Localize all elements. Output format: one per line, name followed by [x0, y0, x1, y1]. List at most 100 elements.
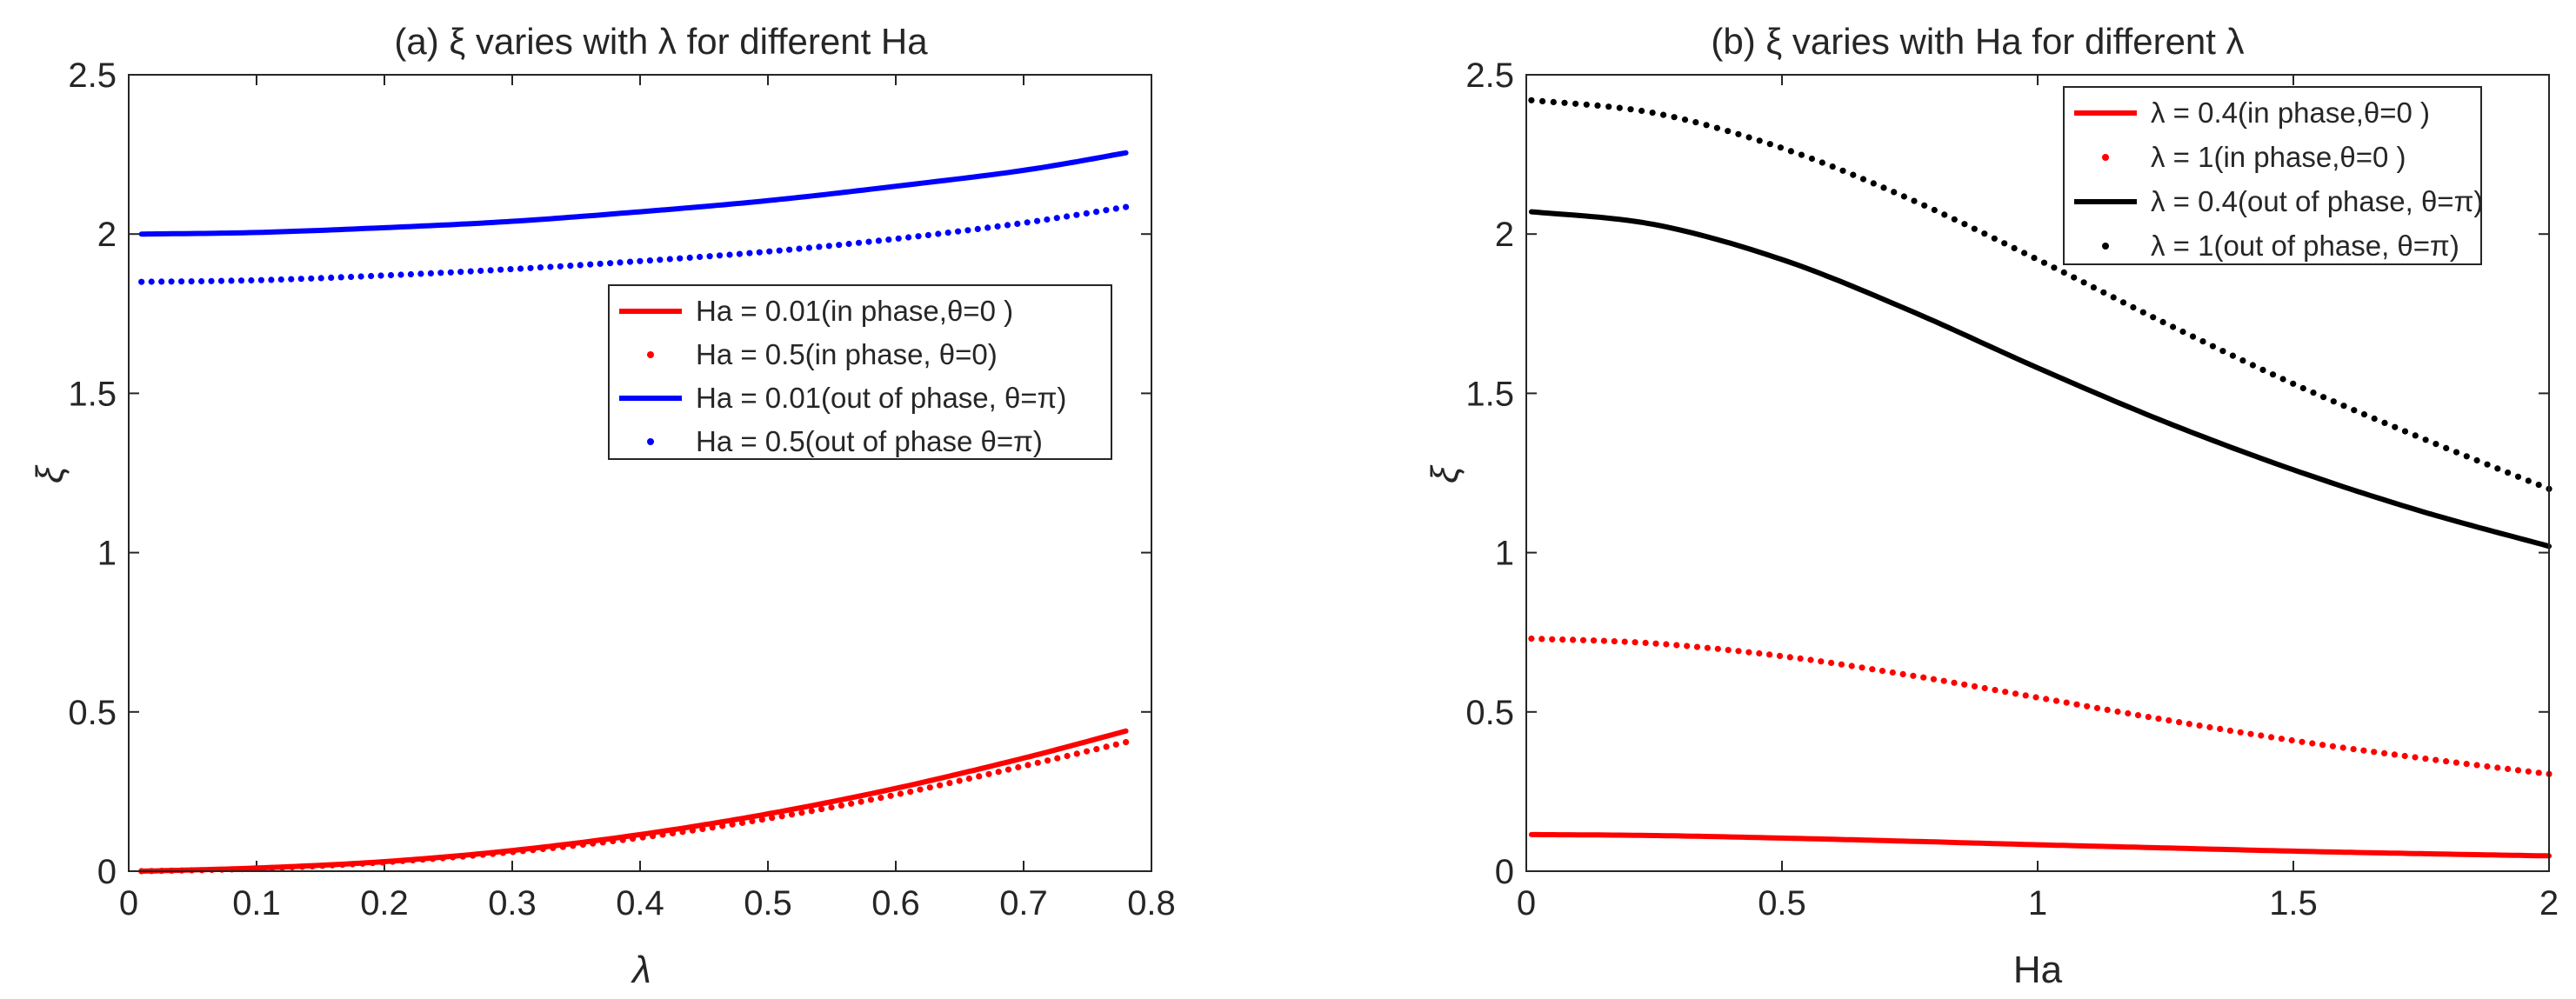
- panel-b-series-point: [1951, 679, 1958, 686]
- panel-a-x-tick-label: 0.4: [616, 884, 664, 922]
- panel-b-axes-box: [1525, 74, 2550, 872]
- panel-a-series-point: [895, 235, 902, 242]
- panel-a-y-tick-label: 1.5: [68, 375, 117, 413]
- panel-b-x-tick-label: 1: [2028, 884, 2047, 922]
- panel-a-series-point: [946, 780, 953, 787]
- panel-b-series-point: [1528, 635, 1535, 643]
- panel-a-series-point: [268, 276, 275, 283]
- panel-a-series-point: [878, 795, 884, 802]
- panel-a-series-point: [798, 809, 805, 816]
- panel-a-y-tick-label: 2: [97, 216, 117, 254]
- panel-a-series-point: [248, 276, 255, 284]
- panel-b-series-point: [2494, 764, 2501, 771]
- panel-a-series-point: [836, 242, 843, 249]
- panel-a-series-point: [479, 851, 486, 858]
- panel-a-series-point: [577, 262, 584, 269]
- panel-b-series-point: [1561, 99, 1568, 106]
- panel-b-series-point: [1777, 144, 1784, 151]
- panel-b-series-point: [2433, 756, 2439, 763]
- panel-a-series-point: [769, 815, 776, 822]
- panel-a-series-point: [487, 267, 494, 274]
- panel-b-series-point: [2189, 333, 2197, 340]
- panel-a-series-point: [630, 836, 637, 842]
- panel-a-series-point: [1004, 766, 1012, 773]
- panel-b-series-point: [2422, 756, 2429, 763]
- panel-a-series-point: [865, 238, 872, 245]
- panel-b-series-point: [1991, 235, 1998, 242]
- panel-a-series-point: [875, 237, 883, 244]
- panel-a-series-point: [805, 244, 813, 251]
- panel-a-series-point: [148, 278, 155, 285]
- panel-b-series-point: [1941, 211, 1948, 218]
- panel-a-series-point: [387, 271, 395, 279]
- panel-b-series-point: [2166, 717, 2172, 724]
- panel-b-series-point: [2371, 749, 2378, 756]
- panel-a-series-point: [319, 862, 326, 869]
- panel-b-series-point: [1642, 639, 1649, 647]
- panel-a-series-point: [1112, 741, 1119, 748]
- panel-b-series-point: [1735, 130, 1742, 137]
- panel-b-series-point: [2219, 348, 2226, 355]
- panel-a-series-point: [410, 856, 417, 864]
- panel-a-series-point: [547, 263, 554, 270]
- panel-a-series-point: [956, 777, 963, 784]
- panel-b-legend-box: [2063, 86, 2482, 265]
- panel-a-series-point: [579, 841, 586, 849]
- panel-b-series-point: [2196, 722, 2203, 729]
- panel-b-series-point: [2159, 318, 2166, 325]
- panel-b-series-point: [1713, 124, 1720, 131]
- panel-b-series-point: [2080, 279, 2087, 286]
- panel-b-series-point: [1594, 102, 1601, 109]
- panel-b-series-point: [2063, 699, 2070, 706]
- panel-a-series-point: [758, 816, 765, 823]
- panel-b-series-point: [1981, 684, 1988, 692]
- panel-a-series-point: [786, 246, 793, 253]
- panel-a-series-point: [1103, 207, 1110, 214]
- panel-b-series-point: [1590, 637, 1598, 644]
- panel-b-series-point: [2330, 398, 2337, 405]
- panel-b-series-point: [1889, 669, 1896, 676]
- panel-a-series-point: [848, 800, 855, 807]
- panel-b-series-point: [2310, 390, 2317, 396]
- panel-a-series-point: [709, 824, 716, 831]
- panel-b-series-point: [1940, 677, 1947, 684]
- panel-a-series-point: [510, 849, 517, 856]
- panel-a-series-point: [278, 864, 286, 871]
- panel-a-series-point: [858, 798, 864, 805]
- panel-b-series-point: [2249, 362, 2256, 369]
- panel-a-series-point: [639, 834, 646, 841]
- panel-b-series-point: [2021, 250, 2028, 256]
- panel-a-series-point: [1073, 211, 1080, 218]
- panel-b-series-point: [2134, 712, 2142, 719]
- panel-a-series-point: [417, 270, 424, 277]
- panel-b-series-point: [1797, 655, 1804, 663]
- panel-b-series-point: [1981, 230, 1988, 237]
- panel-b-series-point: [2145, 714, 2152, 721]
- panel-b-y-tick-label: 1.5: [1465, 375, 1514, 413]
- panel-b-series-point: [2422, 436, 2429, 443]
- panel-a-series-point: [669, 829, 677, 837]
- panel-a-series-point: [1103, 743, 1110, 750]
- panel-b-series-point: [1850, 171, 1857, 178]
- panel-b-y-tick-label: 1: [1495, 535, 1514, 573]
- panel-b-series-point: [1652, 640, 1659, 647]
- panel-b-y-axis-label: ξ: [1424, 464, 1466, 483]
- panel-a-series-point: [427, 270, 434, 276]
- panel-a-series-point: [377, 272, 384, 279]
- panel-b-series-point: [2114, 708, 2121, 716]
- panel-b-x-tick-label: 2: [2539, 884, 2559, 922]
- panel-b-series-point: [2084, 703, 2091, 709]
- panel-a-series-point: [269, 864, 276, 872]
- panel-b-series-point: [2392, 423, 2399, 430]
- panel-b-series-point: [2269, 371, 2277, 378]
- panel-b-series-point: [2514, 473, 2522, 480]
- panel-b-series-point: [2217, 725, 2224, 733]
- panel-a-series-point: [778, 813, 785, 820]
- panel-b-series-point: [1549, 636, 1556, 643]
- panel-b-series-point: [1660, 111, 1667, 118]
- panel-b-series-point: [1920, 674, 1927, 681]
- panel-b-series-point: [1605, 103, 1612, 110]
- panel-a-series-point: [1024, 219, 1031, 226]
- panel-a-series-point: [766, 248, 773, 255]
- panel-a-series-point: [637, 257, 644, 264]
